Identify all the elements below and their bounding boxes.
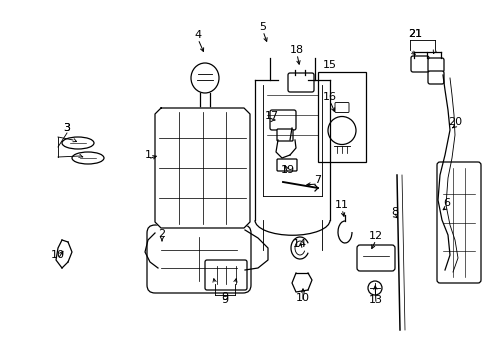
FancyBboxPatch shape xyxy=(276,159,296,171)
FancyBboxPatch shape xyxy=(269,110,295,130)
Text: 9: 9 xyxy=(221,292,228,302)
FancyBboxPatch shape xyxy=(410,56,428,72)
Text: 15: 15 xyxy=(323,60,336,70)
Ellipse shape xyxy=(72,152,104,164)
Ellipse shape xyxy=(191,63,219,93)
Text: 14: 14 xyxy=(292,239,306,249)
Text: 3: 3 xyxy=(63,123,70,133)
Text: 4: 4 xyxy=(194,30,201,40)
FancyBboxPatch shape xyxy=(427,71,443,84)
Circle shape xyxy=(327,117,355,144)
Text: 11: 11 xyxy=(334,200,348,210)
Text: 12: 12 xyxy=(368,231,382,241)
FancyBboxPatch shape xyxy=(287,73,313,92)
FancyBboxPatch shape xyxy=(436,162,480,283)
FancyBboxPatch shape xyxy=(276,129,292,141)
FancyBboxPatch shape xyxy=(204,260,246,290)
Text: 17: 17 xyxy=(264,111,279,121)
Ellipse shape xyxy=(62,137,94,149)
Polygon shape xyxy=(155,108,249,228)
Text: 10: 10 xyxy=(295,293,309,303)
Text: 1: 1 xyxy=(144,150,151,160)
Text: 6: 6 xyxy=(443,198,449,208)
Text: 16: 16 xyxy=(323,92,336,102)
Text: 2: 2 xyxy=(158,229,165,239)
FancyBboxPatch shape xyxy=(427,58,443,72)
Text: 3: 3 xyxy=(63,123,70,133)
Text: 9: 9 xyxy=(221,295,228,305)
FancyBboxPatch shape xyxy=(356,245,394,271)
Text: 7: 7 xyxy=(314,175,321,185)
Text: 8: 8 xyxy=(390,207,398,217)
Text: 18: 18 xyxy=(289,45,304,55)
Text: 19: 19 xyxy=(281,165,294,175)
Text: 21: 21 xyxy=(407,29,421,39)
Text: 20: 20 xyxy=(447,117,461,127)
Text: 10: 10 xyxy=(51,250,65,260)
Text: 21: 21 xyxy=(407,29,421,39)
Bar xyxy=(317,72,365,162)
Text: 13: 13 xyxy=(368,295,382,305)
FancyBboxPatch shape xyxy=(334,103,348,112)
Text: 5: 5 xyxy=(259,22,266,32)
FancyBboxPatch shape xyxy=(147,225,250,293)
Circle shape xyxy=(367,281,381,295)
